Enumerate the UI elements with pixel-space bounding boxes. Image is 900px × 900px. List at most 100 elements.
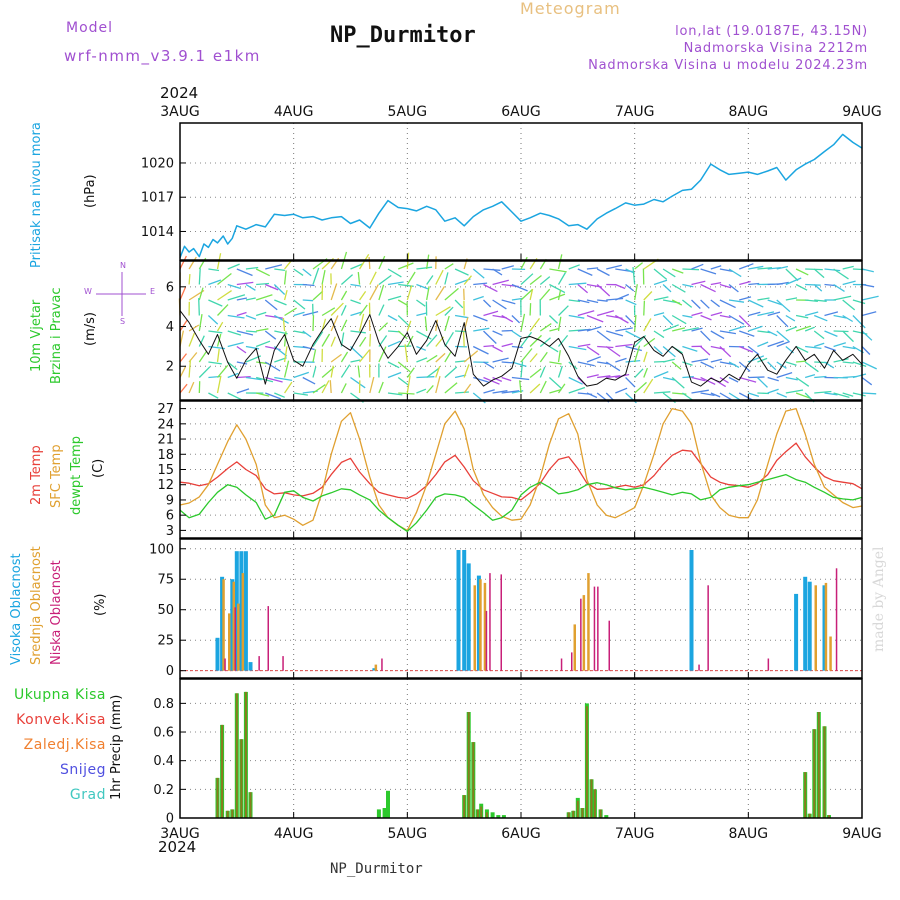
date-label-bottom: 3AUG <box>160 826 200 842</box>
wind-barb <box>539 380 547 394</box>
wind-barb <box>511 283 528 292</box>
wind-barb <box>501 361 514 364</box>
wind-barb <box>227 330 242 336</box>
wind-barb <box>842 392 854 397</box>
meteogram-label: Meteogram <box>520 0 621 18</box>
wind-barb <box>444 306 454 316</box>
wind-barb <box>738 315 751 327</box>
wind-barb <box>236 268 253 277</box>
wind-barb <box>813 330 825 340</box>
wind-barb <box>492 268 503 276</box>
wind-barb <box>739 330 755 337</box>
precip-bar <box>581 808 584 818</box>
wind-barb <box>330 336 336 347</box>
wind-barb <box>492 376 503 382</box>
wind-barb <box>444 263 454 270</box>
wind-barb <box>833 295 852 301</box>
wind-barb <box>662 315 674 326</box>
wind-barb <box>748 376 765 379</box>
wind-barb <box>719 392 732 401</box>
wind-barb <box>329 380 332 394</box>
legend-frozen-rain: Zaledj.Kisa <box>23 737 106 753</box>
low-cloud-ylabel: Niska Oblacnost <box>49 560 64 665</box>
wind-barb <box>529 353 538 363</box>
wind-barb <box>511 330 522 338</box>
wind-barb <box>691 263 704 270</box>
wind-barb <box>682 345 698 352</box>
wind-barb <box>350 359 361 363</box>
wind-barb <box>625 330 642 340</box>
wind-barb <box>236 330 254 336</box>
wind-barb <box>804 361 819 373</box>
wind-barb <box>265 264 283 270</box>
wind-barb <box>208 268 220 272</box>
wind-barb <box>615 343 633 348</box>
wind-barb <box>511 345 523 349</box>
wind-barb <box>549 327 560 332</box>
y-tick-label: 9 <box>166 493 174 508</box>
wind-barb <box>236 311 247 317</box>
wind-barb <box>805 345 822 350</box>
wind-barb <box>321 380 330 394</box>
cloud-bar <box>814 585 817 671</box>
wind-barb <box>444 315 450 332</box>
wind-barb <box>359 336 367 347</box>
wind-barb <box>236 297 248 301</box>
wind-barb <box>805 283 821 286</box>
wind-barb <box>444 331 454 347</box>
wind-barb <box>662 358 675 363</box>
precip-bar <box>216 777 219 818</box>
wind-barb <box>625 299 637 306</box>
wind-barb <box>549 268 567 273</box>
wind-barb <box>700 314 712 321</box>
wind-barb <box>682 361 693 366</box>
wind-barb <box>208 330 223 334</box>
cloud-bar <box>232 581 235 671</box>
wind-barb <box>700 392 715 397</box>
wind-barb <box>861 361 877 370</box>
wind-speed-line <box>179 310 863 387</box>
wind-barb <box>577 310 595 317</box>
wind-barb <box>274 392 285 398</box>
wind-barb <box>312 315 315 332</box>
wind-barb <box>255 294 273 301</box>
wind-barb <box>558 334 569 347</box>
wind-barb <box>568 314 585 319</box>
wind-barb <box>785 297 798 301</box>
wind-barb <box>483 361 495 369</box>
wind-barb <box>785 314 796 322</box>
wind-barb <box>519 380 522 394</box>
wind-unit: (m/s) <box>83 312 98 346</box>
wind-barb <box>805 268 823 271</box>
precip-bar <box>231 809 234 818</box>
wind-barb <box>691 376 706 382</box>
wind-barb <box>473 282 488 286</box>
wind-barb <box>416 266 433 270</box>
wind-barb <box>710 311 723 317</box>
date-label-top: 5AUG <box>388 104 428 120</box>
wind-barb <box>397 299 408 306</box>
wind-barb <box>852 315 866 329</box>
wind-barb <box>255 311 267 317</box>
precip-bar <box>585 706 588 818</box>
wind-barb <box>350 299 361 305</box>
wind-barb <box>795 376 810 387</box>
wind-barb <box>852 299 866 305</box>
wind-barb <box>255 268 270 277</box>
wind-barb <box>378 255 386 270</box>
temp-line-temp2m <box>179 442 863 501</box>
wind-barb <box>483 310 499 317</box>
pressure-unit: (hPa) <box>83 174 98 208</box>
elevation-label: Nadmorska Visina 2212m <box>683 41 868 56</box>
precip-bar <box>593 789 596 818</box>
wind-barb <box>256 328 269 332</box>
wind-barb <box>283 331 287 347</box>
wind-barb <box>511 376 530 381</box>
y-tick-label: 100 <box>149 542 174 557</box>
temp-unit: (C) <box>91 458 106 478</box>
wind-barb <box>492 390 508 394</box>
wind-barb <box>671 299 683 306</box>
wind-barb <box>833 268 849 280</box>
y-tick-label: 6 <box>166 509 174 524</box>
wind-barb <box>378 322 389 332</box>
